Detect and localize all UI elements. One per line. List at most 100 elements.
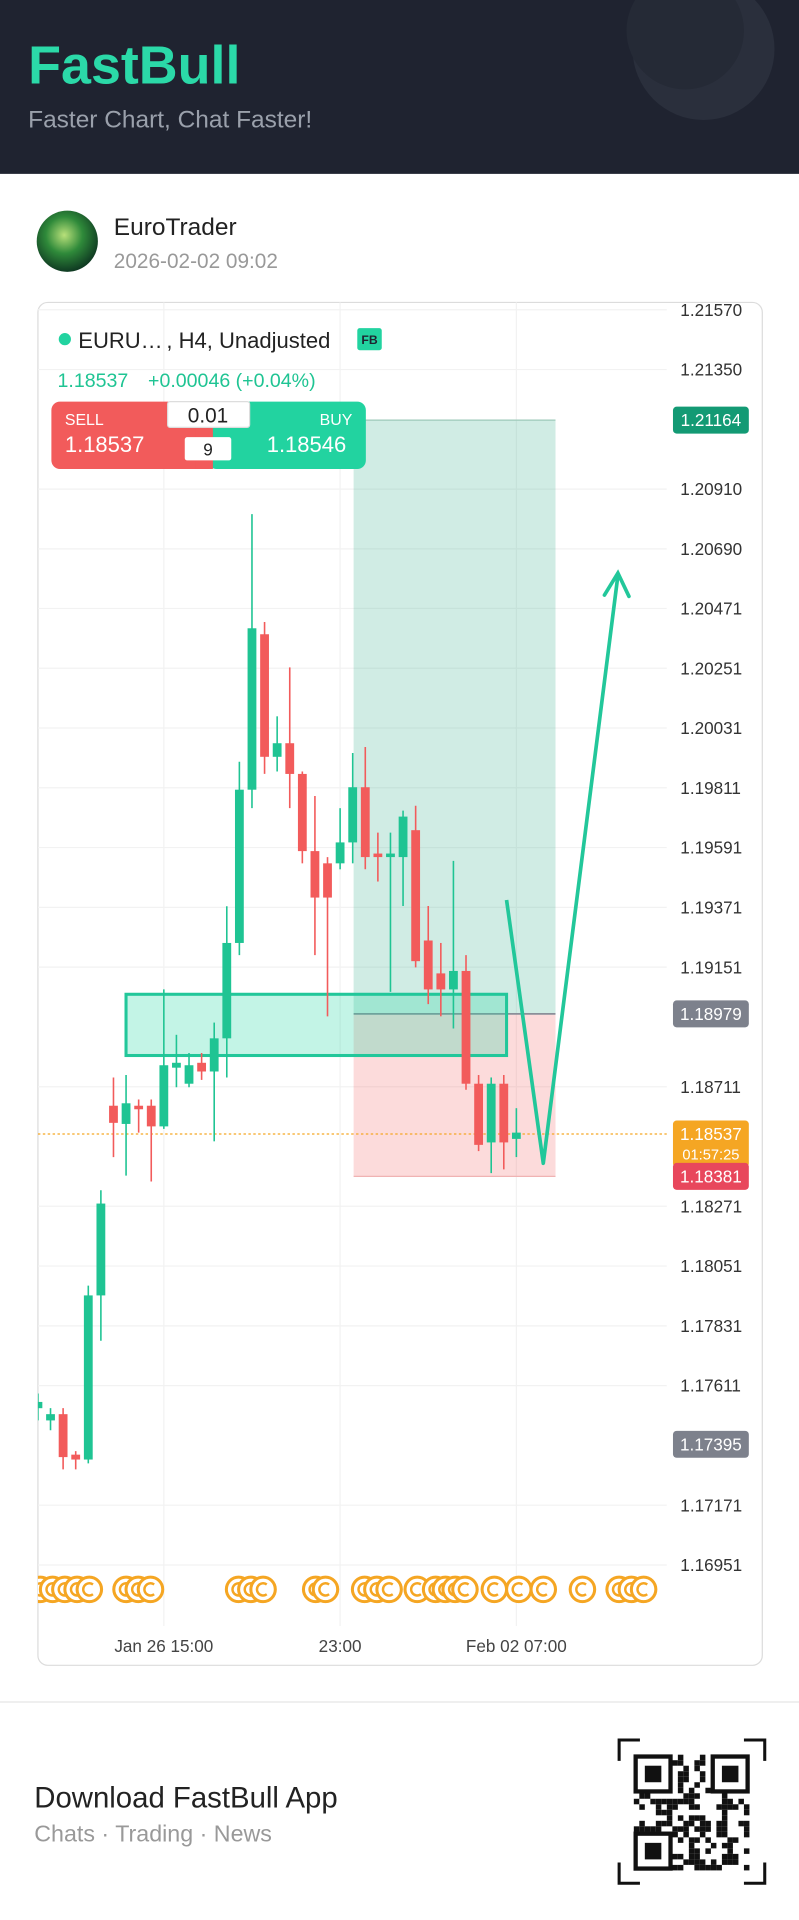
qr-module — [677, 1864, 684, 1871]
y-tick-label: 1.19811 — [680, 778, 741, 798]
buy-label: BUY — [320, 412, 353, 429]
author[interactable]: EuroTrader — [114, 214, 237, 241]
chart-card — [37, 301, 763, 1666]
avatar[interactable] — [36, 210, 98, 272]
event-icon — [136, 1575, 165, 1604]
event-icon — [311, 1575, 340, 1604]
price-tag-label: 1.18381 — [680, 1166, 742, 1186]
qr-module — [743, 1820, 750, 1827]
qr-module — [672, 1760, 678, 1766]
candle-body — [335, 842, 345, 864]
event-icon-glyph — [81, 1582, 94, 1597]
tagline: Faster Chart, Chat Faster! — [28, 106, 312, 133]
qr-module — [677, 1837, 684, 1843]
qr-module — [677, 1815, 684, 1821]
footer-subtitle: Chats · Trading · News — [34, 1821, 272, 1847]
candle-body — [109, 1105, 118, 1123]
qr-module — [721, 1820, 728, 1827]
y-tick-label: 1.20690 — [680, 539, 742, 559]
qr-module — [688, 1820, 695, 1827]
qr-module — [721, 1804, 728, 1810]
badge: FB — [361, 333, 377, 347]
qr-module — [743, 1804, 750, 1810]
footer-title[interactable]: Download FastBull App — [34, 1781, 337, 1814]
price-tag-label: 1.17395 — [680, 1434, 742, 1454]
qr-module — [716, 1820, 722, 1827]
candle-body — [461, 970, 471, 1084]
candle-body — [209, 1038, 219, 1072]
qr-module — [699, 1771, 706, 1777]
qr-finder — [644, 1765, 662, 1783]
qr-module — [644, 1826, 651, 1832]
qr-module — [738, 1820, 744, 1827]
qr-module — [661, 1820, 667, 1827]
qr-code — [617, 1738, 767, 1885]
y-tick-label: 1.19151 — [680, 957, 742, 977]
qr-module — [699, 1859, 706, 1865]
candle-body — [83, 1295, 93, 1460]
price-tag — [672, 1000, 749, 1028]
qr-module — [705, 1826, 711, 1832]
x-tick-label: Jan 26 15:00 — [114, 1636, 213, 1656]
qr-module — [721, 1859, 728, 1865]
symbol: EURU… — [78, 328, 162, 353]
candle-body — [46, 1414, 55, 1421]
lot-box[interactable] — [167, 401, 251, 428]
price-tag — [672, 1430, 749, 1458]
y-tick-label: 1.19371 — [680, 897, 742, 917]
qr-module — [716, 1826, 722, 1832]
event-icon — [249, 1575, 277, 1604]
event-icon-glyph — [535, 1582, 548, 1597]
qr-module — [677, 1798, 684, 1805]
qr-module — [633, 1826, 640, 1832]
qr-finder — [633, 1754, 673, 1794]
y-tick-label: 1.17831 — [680, 1316, 742, 1336]
qr-module — [650, 1798, 656, 1805]
qr-module — [677, 1787, 684, 1794]
qr-module — [666, 1804, 673, 1810]
qr-module — [655, 1804, 662, 1810]
qr-module — [688, 1793, 695, 1799]
candle-body — [234, 789, 244, 943]
candle-body — [360, 787, 370, 858]
qr-module — [727, 1848, 733, 1854]
interval: , H4, Unadjusted — [166, 328, 330, 353]
candle-body — [134, 1105, 144, 1110]
event-icon — [375, 1575, 403, 1604]
qr-module — [677, 1776, 684, 1783]
price-tag-label: 1.18979 — [680, 1004, 742, 1024]
brand: FastBull — [28, 35, 240, 95]
candle-body — [423, 940, 433, 990]
qr-module — [688, 1837, 695, 1843]
zone-drawing — [124, 992, 509, 1058]
qr-module — [694, 1804, 700, 1810]
y-tick-label: 1.18051 — [680, 1256, 742, 1276]
qr-module — [705, 1820, 711, 1827]
lot: 0.01 — [188, 404, 228, 427]
arrow-drawing — [504, 575, 620, 1166]
qr-module — [688, 1842, 695, 1849]
qr-module — [699, 1820, 706, 1827]
qr-module — [694, 1793, 700, 1799]
header-decoration — [626, 0, 744, 90]
qr-module — [683, 1765, 689, 1772]
qr-module — [639, 1826, 645, 1832]
price-tag-label: 1.21164 — [681, 410, 742, 430]
qr-module — [672, 1826, 678, 1832]
qr-module — [721, 1831, 728, 1838]
take-profit-zone — [353, 420, 556, 1014]
qr-module — [743, 1831, 750, 1838]
candle-body — [285, 743, 295, 774]
qr-module — [743, 1848, 750, 1854]
y-tick-label: 1.16951 — [680, 1555, 742, 1575]
qr-module — [732, 1804, 739, 1810]
candle-body — [348, 787, 358, 843]
event-icon — [529, 1575, 558, 1604]
event-icon-glyph — [255, 1582, 268, 1597]
candle-body — [260, 634, 269, 757]
qr-module — [677, 1771, 684, 1777]
qr-module — [661, 1809, 667, 1816]
qr-module — [699, 1864, 706, 1871]
qr-module — [721, 1826, 728, 1832]
qr-module — [727, 1859, 733, 1865]
